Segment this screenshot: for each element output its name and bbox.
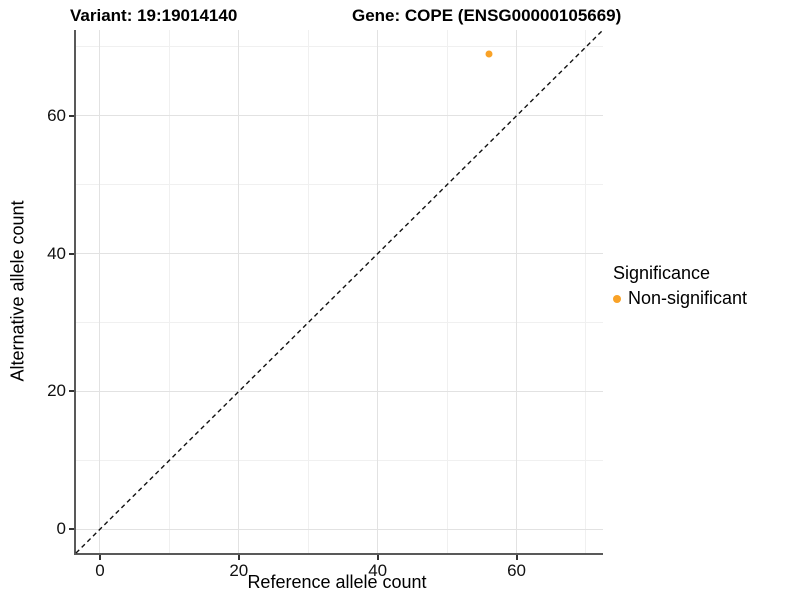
- plot-title-gene: Gene: COPE (ENSG00000105669): [352, 6, 622, 25]
- x-axis-tick-label: 60: [507, 561, 527, 580]
- y-axis-tick: [69, 528, 74, 531]
- legend-point-icon: [613, 294, 621, 303]
- legend: Significance Non-significant: [613, 263, 747, 309]
- y-axis-tick-label: 0: [56, 519, 66, 539]
- scatter-point: [485, 50, 493, 58]
- x-axis-tick: [515, 555, 518, 560]
- plot-panel: 0 20 40 60 0 20 40 60: [47, 29, 604, 580]
- legend-item-label: Non-significant: [628, 288, 748, 308]
- legend-item-non-significant: Non-significant: [613, 288, 747, 309]
- x-axis-tick: [376, 555, 379, 560]
- legend-title: Significance: [613, 263, 711, 283]
- x-axis-tick-label: 0: [95, 561, 105, 580]
- plot-title-variant: Variant: 19:19014140: [70, 6, 238, 25]
- y-axis-title: Alternative allele count: [7, 200, 28, 382]
- y-axis-tick-label: 20: [47, 381, 66, 401]
- y-axis-tick: [69, 390, 74, 393]
- x-axis-tick: [98, 555, 101, 560]
- y-axis-tick: [69, 252, 74, 255]
- x-axis-tick-label: 40: [368, 561, 388, 580]
- y-axis-tick: [69, 114, 74, 117]
- x-axis-title: Reference allele count: [247, 572, 427, 592]
- x-axis-tick: [237, 555, 240, 560]
- y-axis-tick-label: 60: [47, 105, 66, 125]
- y-axis-tick-label: 40: [47, 243, 66, 263]
- identity-reference-line: [75, 29, 604, 554]
- x-axis-tick-label: 20: [229, 561, 249, 580]
